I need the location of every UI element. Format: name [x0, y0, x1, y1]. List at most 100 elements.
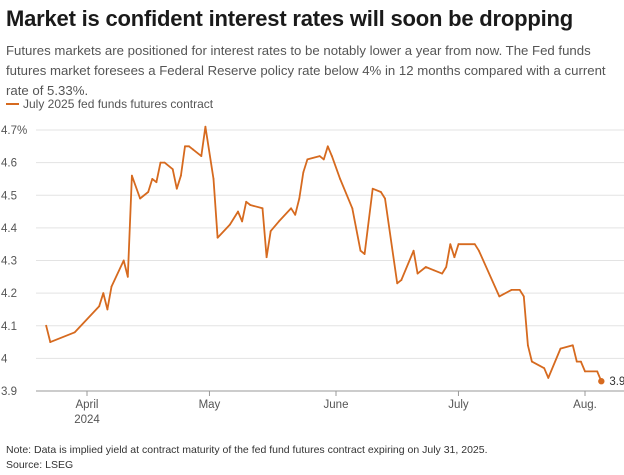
data-point — [106, 308, 109, 311]
data-point — [400, 279, 403, 281]
data-point — [571, 344, 574, 347]
data-point — [261, 207, 264, 210]
data-point — [351, 207, 354, 210]
data-point — [396, 282, 399, 285]
y-tick-label: 4.6 — [1, 158, 17, 170]
data-point — [477, 249, 480, 252]
data-point — [306, 158, 309, 161]
data-point — [98, 305, 101, 308]
data-point — [204, 125, 207, 128]
data-point — [184, 145, 186, 148]
data-point — [596, 370, 599, 373]
data-point — [322, 158, 325, 161]
x-tick-label: July — [448, 399, 469, 411]
data-point — [265, 256, 268, 259]
legend-label: July 2025 fed funds futures contract — [23, 97, 214, 111]
data-point — [543, 367, 546, 370]
data-point — [359, 249, 362, 252]
y-tick-label: 4.5 — [1, 190, 17, 202]
data-point — [433, 269, 435, 272]
data-point — [139, 197, 141, 200]
data-point — [547, 377, 550, 379]
data-point — [584, 370, 586, 373]
series-line — [45, 125, 603, 383]
data-point — [457, 243, 460, 246]
data-point — [192, 148, 195, 151]
x-tick-label: Aug. — [573, 399, 597, 411]
data-point — [531, 360, 533, 363]
y-tick-label: 3.9 — [1, 386, 17, 398]
data-point — [416, 272, 419, 275]
data-point — [326, 145, 329, 148]
data-point — [424, 266, 427, 268]
data-point — [49, 341, 52, 343]
data-point — [510, 288, 513, 291]
data-point — [526, 344, 529, 347]
data-point — [110, 285, 113, 288]
data-point — [380, 191, 382, 193]
chart-source: Source: LSEG — [6, 459, 74, 471]
data-point — [498, 295, 501, 298]
data-point — [45, 324, 48, 327]
legend-swatch — [6, 103, 19, 105]
data-point — [200, 155, 203, 157]
data-point — [245, 200, 248, 203]
data-point — [302, 171, 305, 174]
chart-subtitle: Futures markets are positioned for inter… — [6, 43, 606, 98]
data-point — [73, 331, 76, 334]
x-tick-label: April — [75, 399, 98, 411]
x-tick-sublabel: 2024 — [74, 414, 100, 426]
chart-note: Note: Data is implied yield at contract … — [6, 444, 488, 456]
data-point — [384, 197, 386, 200]
data-point — [290, 207, 292, 210]
data-point — [175, 187, 178, 190]
x-tick-label: May — [199, 399, 221, 411]
data-point — [159, 161, 162, 164]
y-tick-label: 4.2 — [1, 288, 17, 300]
data-point — [126, 275, 129, 278]
data-point — [277, 220, 280, 223]
data-point — [445, 266, 448, 268]
legend: July 2025 fed funds futures contract — [6, 97, 213, 111]
data-point — [363, 253, 366, 255]
y-tick-label: 4.4 — [1, 223, 18, 235]
end-value-label: 3.93% — [609, 376, 624, 388]
data-point — [518, 288, 521, 291]
data-point — [269, 230, 272, 233]
data-point — [575, 360, 578, 363]
data-point — [171, 168, 174, 171]
end-point-marker — [598, 378, 605, 385]
data-point — [339, 178, 341, 180]
data-point — [580, 360, 582, 363]
data-point — [155, 181, 158, 184]
data-point — [237, 210, 239, 213]
y-tick-label: 4 — [1, 353, 8, 365]
y-tick-label: 4.3 — [1, 256, 17, 268]
data-point — [298, 197, 301, 200]
data-point — [249, 204, 252, 206]
data-point — [151, 178, 154, 180]
data-point — [188, 145, 190, 148]
data-point — [318, 155, 321, 157]
data-point — [559, 347, 562, 350]
data-point — [102, 292, 105, 295]
data-point — [522, 295, 525, 298]
data-point — [216, 236, 219, 239]
data-point — [453, 256, 456, 259]
data-point — [294, 213, 297, 216]
data-point — [212, 178, 215, 180]
y-tick-label: 4.1 — [1, 321, 17, 333]
chart-title: Market is confident interest rates will … — [6, 6, 573, 31]
data-point — [163, 161, 166, 164]
y-tick-label: 4.7% — [1, 125, 27, 137]
data-point — [179, 174, 182, 177]
data-point — [473, 243, 476, 246]
data-point — [449, 243, 452, 246]
data-point — [441, 272, 444, 275]
data-point — [228, 223, 231, 226]
line-chart: 3.9 4 4.1 4.2 4.3 4.4 4.5 4.6 4.7% April 2024 May Ju… — [1, 125, 624, 426]
x-tick-label: June — [324, 399, 349, 411]
data-point — [331, 155, 333, 157]
data-point — [241, 220, 244, 223]
data-point — [131, 174, 133, 177]
